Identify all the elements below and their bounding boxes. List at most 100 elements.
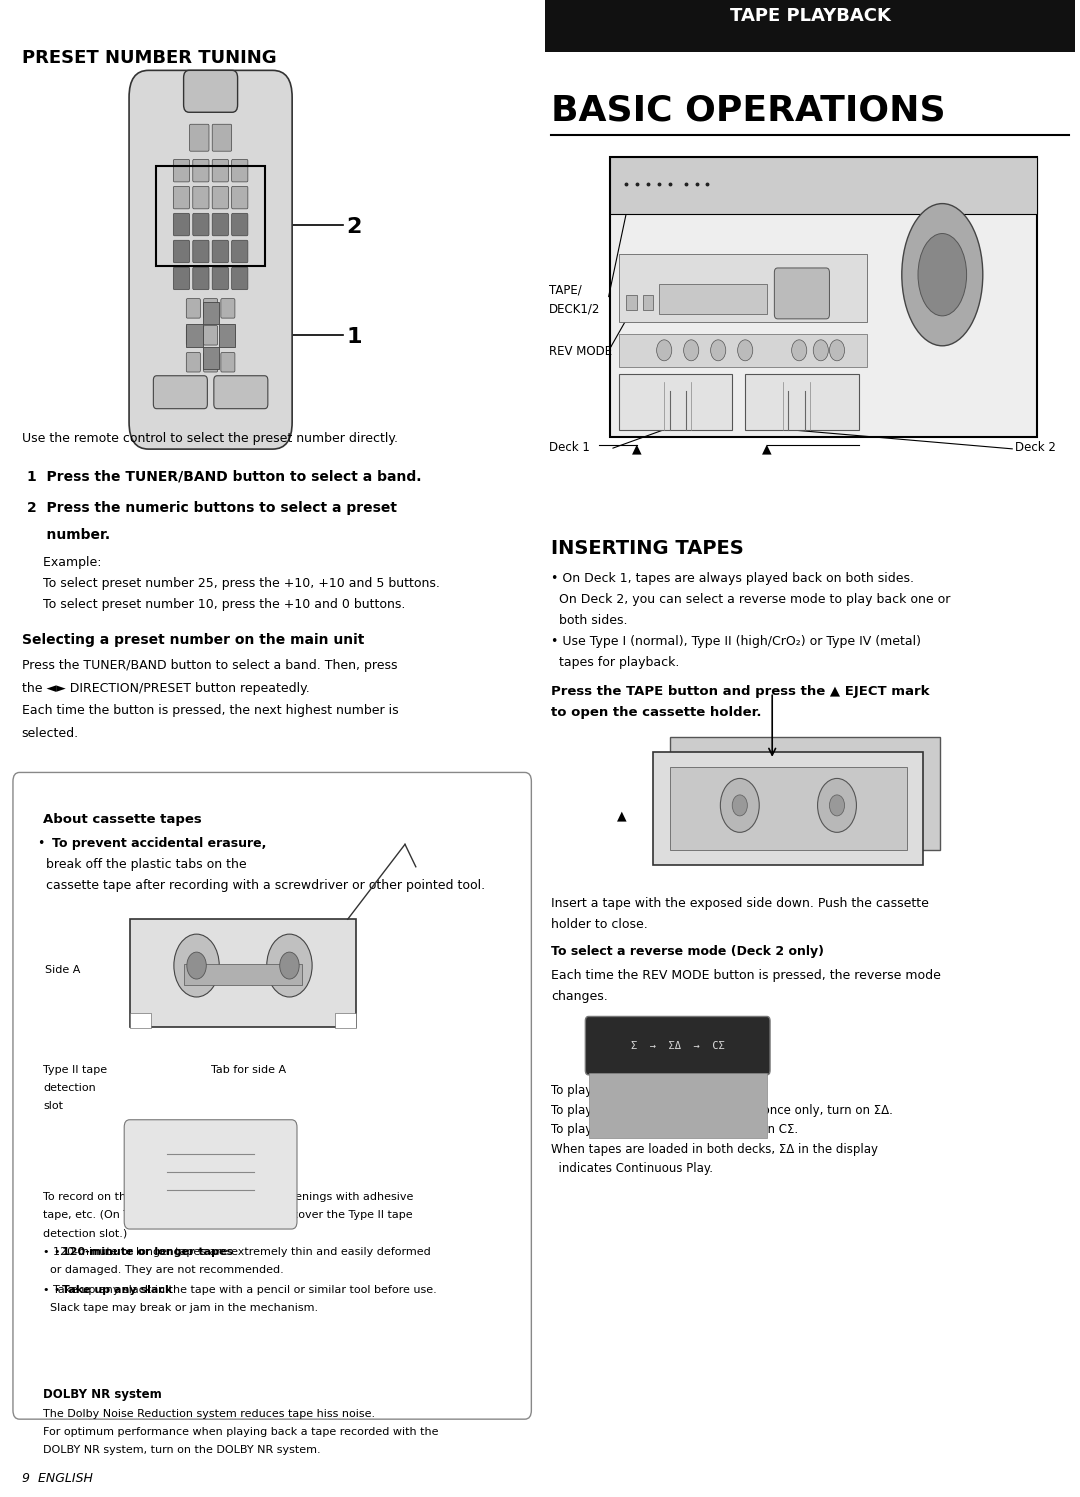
Circle shape bbox=[657, 340, 672, 361]
FancyBboxPatch shape bbox=[173, 159, 190, 181]
Text: tapes for playback.: tapes for playback. bbox=[551, 656, 679, 669]
Text: Each time the REV MODE button is pressed, the reverse mode: Each time the REV MODE button is pressed… bbox=[551, 969, 941, 982]
Text: TAPE PLAYBACK: TAPE PLAYBACK bbox=[730, 7, 890, 25]
Ellipse shape bbox=[902, 204, 983, 346]
FancyBboxPatch shape bbox=[589, 1073, 767, 1138]
Text: To select preset number 10, press the +10 and 0 buttons.: To select preset number 10, press the +1… bbox=[27, 597, 405, 611]
Circle shape bbox=[813, 340, 828, 361]
FancyBboxPatch shape bbox=[193, 213, 210, 235]
Text: number.: number. bbox=[27, 528, 110, 542]
Text: •: • bbox=[38, 837, 50, 850]
FancyBboxPatch shape bbox=[193, 186, 210, 208]
Text: • 120-minute or longer tapes are extremely thin and easily deformed: • 120-minute or longer tapes are extreme… bbox=[43, 1247, 431, 1257]
FancyBboxPatch shape bbox=[221, 352, 235, 371]
Text: Type II tape: Type II tape bbox=[43, 1064, 107, 1075]
Text: ▲: ▲ bbox=[762, 442, 771, 455]
Text: To prevent accidental erasure,: To prevent accidental erasure, bbox=[52, 837, 266, 850]
FancyBboxPatch shape bbox=[204, 298, 218, 317]
FancyBboxPatch shape bbox=[231, 266, 247, 289]
FancyBboxPatch shape bbox=[13, 772, 531, 1419]
FancyBboxPatch shape bbox=[187, 298, 201, 317]
Text: break off the plastic tabs on the: break off the plastic tabs on the bbox=[38, 858, 246, 871]
Text: •: • bbox=[54, 1247, 64, 1257]
Circle shape bbox=[174, 934, 219, 997]
FancyBboxPatch shape bbox=[619, 254, 867, 322]
Text: • Use Type I (normal), Type II (high/CrO₂) or Type IV (metal): • Use Type I (normal), Type II (high/CrO… bbox=[551, 635, 921, 648]
Text: tape, etc. (On Type II tapes, take care not to cover the Type II tape: tape, etc. (On Type II tapes, take care … bbox=[43, 1210, 413, 1220]
FancyBboxPatch shape bbox=[212, 186, 229, 208]
FancyBboxPatch shape bbox=[184, 964, 302, 985]
FancyBboxPatch shape bbox=[212, 159, 229, 181]
Text: cassette tape after recording with a screwdriver or other pointed tool.: cassette tape after recording with a scr… bbox=[38, 879, 485, 892]
Text: Insert a tape with the exposed side down. Push the cassette: Insert a tape with the exposed side down… bbox=[551, 897, 929, 910]
Text: or damaged. They are not recommended.: or damaged. They are not recommended. bbox=[43, 1265, 284, 1275]
FancyBboxPatch shape bbox=[231, 186, 247, 208]
FancyBboxPatch shape bbox=[212, 240, 229, 263]
Text: 1  Press the TUNER/BAND button to select a band.: 1 Press the TUNER/BAND button to select … bbox=[27, 470, 421, 484]
Circle shape bbox=[792, 340, 807, 361]
FancyBboxPatch shape bbox=[186, 323, 203, 346]
FancyBboxPatch shape bbox=[653, 751, 923, 864]
FancyBboxPatch shape bbox=[204, 325, 218, 344]
Circle shape bbox=[684, 340, 699, 361]
Text: On Deck 2, you can select a reverse mode to play back one or: On Deck 2, you can select a reverse mode… bbox=[551, 593, 950, 606]
Circle shape bbox=[829, 340, 845, 361]
Text: DECK1/2: DECK1/2 bbox=[549, 302, 600, 316]
Text: Take up any slack: Take up any slack bbox=[62, 1284, 172, 1295]
FancyBboxPatch shape bbox=[545, 0, 1075, 52]
FancyBboxPatch shape bbox=[173, 240, 190, 263]
FancyBboxPatch shape bbox=[173, 266, 190, 289]
Text: indicates Continuous Play.: indicates Continuous Play. bbox=[551, 1162, 713, 1175]
Text: To select a reverse mode (Deck 2 only): To select a reverse mode (Deck 2 only) bbox=[551, 945, 824, 958]
Text: To record on the tape again, cover the tab openings with adhesive: To record on the tape again, cover the t… bbox=[43, 1192, 414, 1202]
Text: changes.: changes. bbox=[551, 990, 608, 1003]
Text: 9  ENGLISH: 9 ENGLISH bbox=[22, 1472, 93, 1485]
FancyBboxPatch shape bbox=[626, 295, 637, 310]
FancyBboxPatch shape bbox=[212, 124, 232, 151]
FancyBboxPatch shape bbox=[130, 70, 293, 449]
FancyBboxPatch shape bbox=[153, 376, 207, 409]
Text: When tapes are loaded in both decks, ΣΔ in the display: When tapes are loaded in both decks, ΣΔ … bbox=[551, 1142, 878, 1156]
Text: • Take up any slack in the tape with a pencil or similar tool before use.: • Take up any slack in the tape with a p… bbox=[43, 1284, 437, 1295]
FancyBboxPatch shape bbox=[193, 240, 210, 263]
FancyBboxPatch shape bbox=[585, 1016, 770, 1075]
Text: Each time the button is pressed, the next highest number is: Each time the button is pressed, the nex… bbox=[22, 704, 399, 717]
FancyBboxPatch shape bbox=[231, 213, 247, 235]
Circle shape bbox=[732, 795, 747, 816]
Text: detection: detection bbox=[43, 1082, 96, 1093]
Text: Press the TUNER/BAND button to select a band. Then, press: Press the TUNER/BAND button to select a … bbox=[22, 659, 397, 672]
FancyBboxPatch shape bbox=[619, 374, 732, 430]
Text: For optimum performance when playing back a tape recorded with the: For optimum performance when playing bac… bbox=[43, 1427, 438, 1437]
FancyBboxPatch shape bbox=[203, 346, 218, 368]
Text: the ◄► DIRECTION/PRESET button repeatedly.: the ◄► DIRECTION/PRESET button repeatedl… bbox=[22, 681, 309, 695]
Text: The Dolby Noise Reduction system reduces tape hiss noise.: The Dolby Noise Reduction system reduces… bbox=[43, 1409, 376, 1419]
FancyBboxPatch shape bbox=[124, 1120, 297, 1229]
Text: 2  Press the numeric buttons to select a preset: 2 Press the numeric buttons to select a … bbox=[27, 501, 397, 515]
Text: PRESET NUMBER TUNING: PRESET NUMBER TUNING bbox=[22, 49, 276, 67]
Text: Slack tape may break or jam in the mechanism.: Slack tape may break or jam in the mecha… bbox=[43, 1302, 319, 1313]
FancyBboxPatch shape bbox=[774, 268, 829, 319]
FancyBboxPatch shape bbox=[184, 70, 238, 112]
Text: both sides.: both sides. bbox=[551, 614, 627, 627]
FancyBboxPatch shape bbox=[214, 376, 268, 409]
FancyBboxPatch shape bbox=[212, 213, 229, 235]
FancyBboxPatch shape bbox=[187, 352, 201, 371]
Text: detection slot.): detection slot.) bbox=[43, 1228, 127, 1238]
Text: DOLBY NR system, turn on the DOLBY NR system.: DOLBY NR system, turn on the DOLBY NR sy… bbox=[43, 1445, 321, 1455]
FancyBboxPatch shape bbox=[212, 266, 229, 289]
Ellipse shape bbox=[918, 234, 967, 316]
Text: • On Deck 1, tapes are always played back on both sides.: • On Deck 1, tapes are always played bac… bbox=[551, 572, 914, 585]
Text: Σ  →  ΣΔ  →  CΣ: Σ → ΣΔ → CΣ bbox=[631, 1040, 725, 1051]
Text: Deck 2: Deck 2 bbox=[1015, 440, 1056, 454]
Circle shape bbox=[829, 795, 845, 816]
Text: TAPE/: TAPE/ bbox=[549, 283, 581, 296]
Text: BASIC OPERATIONS: BASIC OPERATIONS bbox=[551, 93, 945, 127]
Circle shape bbox=[711, 340, 726, 361]
Text: Side A: Side A bbox=[45, 964, 81, 975]
FancyBboxPatch shape bbox=[218, 323, 235, 346]
Text: 1: 1 bbox=[346, 328, 362, 347]
FancyBboxPatch shape bbox=[173, 186, 190, 208]
Text: holder to close.: holder to close. bbox=[551, 918, 648, 931]
FancyBboxPatch shape bbox=[670, 737, 940, 849]
FancyBboxPatch shape bbox=[335, 1013, 356, 1028]
